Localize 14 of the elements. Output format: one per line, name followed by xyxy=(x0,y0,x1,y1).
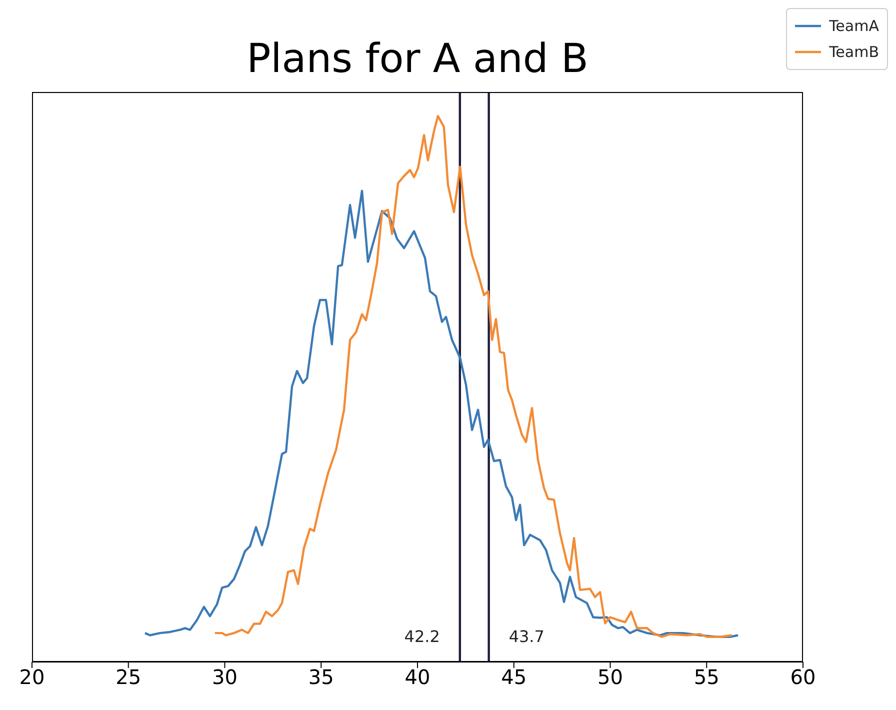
x-tick-label: 30 xyxy=(212,665,238,690)
x-tick-label: 40 xyxy=(404,665,430,690)
x-tick-label: 60 xyxy=(790,665,816,690)
ref-line-label: 42.2 xyxy=(404,627,440,646)
x-tick-label: 50 xyxy=(598,665,623,690)
chart-title: Plans for A and B xyxy=(246,36,590,82)
legend-label: TeamB xyxy=(829,42,879,63)
x-tick-label: 20 xyxy=(19,665,45,690)
x-tick-label: 55 xyxy=(694,665,720,690)
x-tick-label: 25 xyxy=(116,665,142,690)
ref-line-label: 43.7 xyxy=(508,627,544,646)
legend-label: TeamA xyxy=(829,16,879,37)
x-tick-label: 45 xyxy=(501,665,527,690)
x-tick-label: 35 xyxy=(308,665,334,690)
